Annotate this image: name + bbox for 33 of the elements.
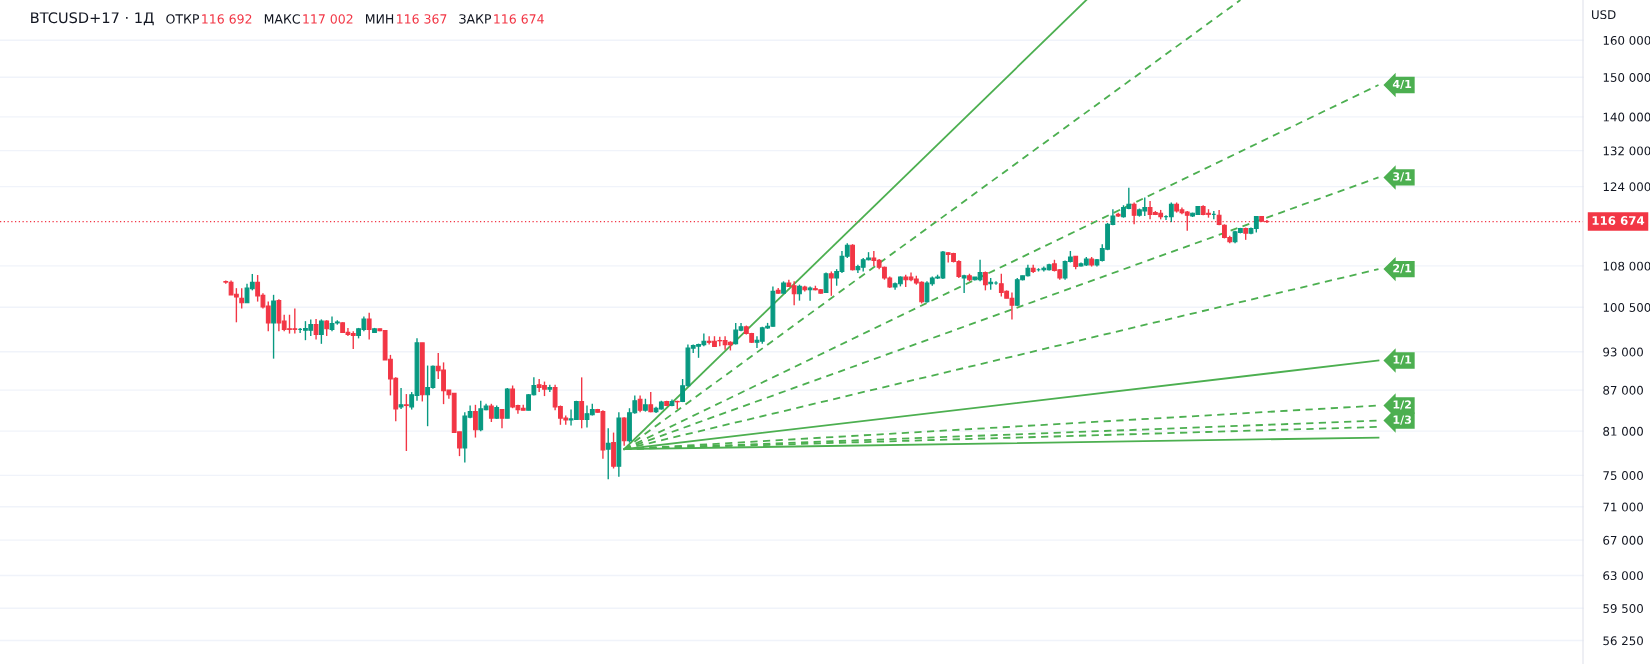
annotation: МИН	[366, 14, 394, 24]
y-tick-label: 81 000	[1603, 426, 1643, 436]
annotation: МАКС	[264, 14, 300, 24]
y-tick-label: 108 000	[1603, 261, 1650, 271]
ref-line-label: 116 674	[1592, 216, 1645, 225]
y-tick-label: 132 000	[1603, 146, 1650, 156]
y-tick-label: 140 000	[1603, 112, 1650, 122]
y-tick-label: 124 000	[1603, 182, 1650, 192]
y-axis-title: USD	[1592, 10, 1616, 20]
y-tick-label: 150 000	[1603, 72, 1650, 82]
text: BTCUSD+17 · 1Д	[31, 12, 154, 26]
annotation: 116 692	[202, 14, 252, 24]
annotation: 116 367	[397, 14, 447, 24]
annotation: 116 674	[494, 14, 544, 24]
series-label: 2/1	[1393, 263, 1412, 274]
y-tick-label: 63 000	[1603, 571, 1643, 581]
y-tick-label: 59 500	[1603, 604, 1643, 613]
series-label: 3/1	[1393, 172, 1412, 182]
series-label: 4/1	[1392, 79, 1412, 90]
y-tick-label: 56 250	[1603, 636, 1643, 646]
annotation: ЗАКР	[459, 14, 492, 24]
annotation: ОТКР	[166, 14, 200, 24]
series-label: 1/1	[1393, 355, 1412, 365]
legend-label: 1/3	[1393, 415, 1412, 425]
y-tick-label: 75 000	[1603, 471, 1643, 480]
y-tick-label: 67 000	[1603, 535, 1643, 545]
y-tick-label: 100 500	[1603, 302, 1650, 312]
y-tick-label: 160 000	[1603, 35, 1650, 45]
y-tick-label: 93 000	[1603, 347, 1643, 357]
annotation: 117 002	[303, 14, 353, 24]
y-tick-label: 71 000	[1603, 502, 1643, 512]
y-tick-label: 87 000	[1603, 385, 1643, 395]
series-label: 1/2	[1393, 400, 1411, 410]
